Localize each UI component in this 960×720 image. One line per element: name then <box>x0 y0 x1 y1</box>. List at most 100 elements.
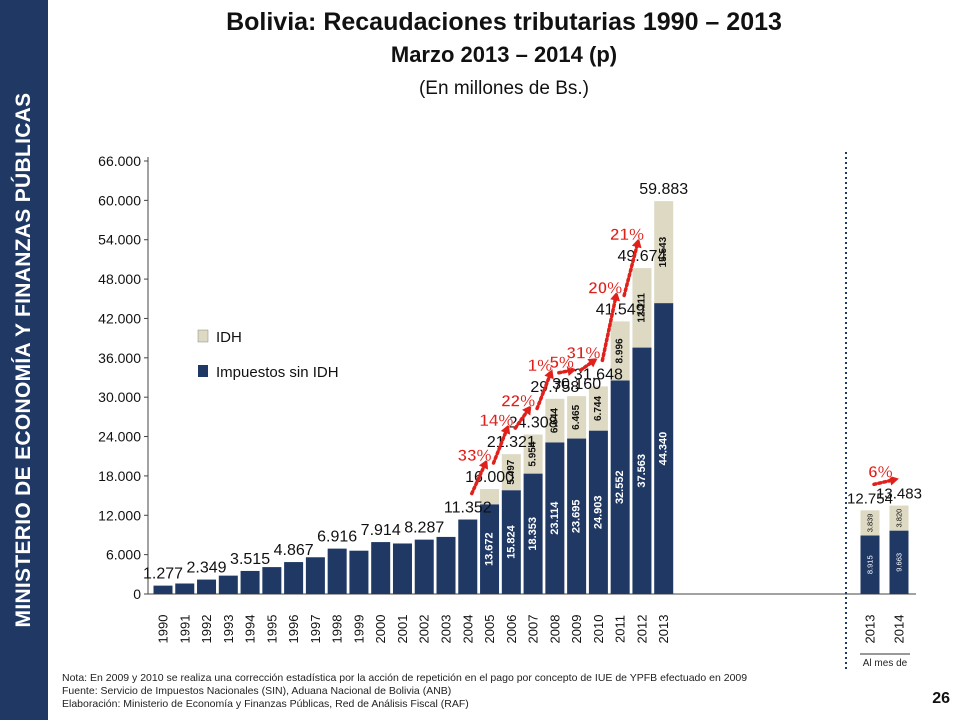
bar-value-label-idh: 12.111 <box>636 293 647 323</box>
bar-total-label: 1.277 <box>143 566 183 583</box>
growth-rate-label: 33% <box>458 446 492 465</box>
bar-impuestos <box>545 442 565 594</box>
growth-arrow-head <box>610 291 621 302</box>
bar-impuestos <box>860 535 880 594</box>
bar-impuestos <box>523 473 543 594</box>
x-tick-label: 2008 <box>547 615 562 644</box>
x-tick-label: 2003 <box>439 615 454 644</box>
bar-idh <box>480 489 500 505</box>
bar-idh <box>632 268 652 348</box>
x-tick-label: 1998 <box>330 615 345 644</box>
x-tick-label: 2009 <box>569 615 584 644</box>
bar-impuestos <box>414 539 434 594</box>
y-tick-label: 6.000 <box>106 547 141 563</box>
side-band-title: MINISTERIO DE ECONOMÍA Y FINANZAS PÚBLIC… <box>12 92 35 628</box>
growth-rate-label: 20% <box>588 278 622 297</box>
bar-value-label-idh: 6.465 <box>571 404 582 429</box>
bar-impuestos <box>305 557 325 594</box>
x-tick-label: 2000 <box>373 615 388 644</box>
bar-idh <box>889 505 909 531</box>
growth-rate-label: 31% <box>566 343 600 362</box>
y-tick-label: 0 <box>133 586 141 602</box>
bar-value-label-idh: 6.744 <box>593 396 604 421</box>
footnotes: Nota: En 2009 y 2010 se realiza una corr… <box>62 672 747 711</box>
bar-value-label-impuestos: 15.824 <box>505 524 517 559</box>
bar-impuestos <box>610 380 630 594</box>
growth-arrow-line <box>600 293 618 363</box>
y-tick-label: 12.000 <box>98 507 141 523</box>
bar-value-label-impuestos: 8.915 <box>866 555 875 574</box>
growth-rate-label: 6% <box>868 463 893 482</box>
bar-value-label-idh: 5.497 <box>506 459 517 484</box>
footnote-prepared-by: Elaboración: Ministerio de Economía y Fi… <box>62 698 469 710</box>
bar-value-label-impuestos: 18.353 <box>527 517 539 551</box>
growth-rate-label: 14% <box>479 411 513 430</box>
bar-total-label: 4.867 <box>274 542 314 559</box>
y-tick-label: 24.000 <box>98 429 141 445</box>
x-tick-label: 2014 <box>892 615 907 644</box>
bar-total-label: 31.648 <box>574 366 623 383</box>
legend-swatch-idh <box>197 329 209 343</box>
y-tick-label: 30.000 <box>98 389 141 405</box>
x-tick-label: 1993 <box>221 615 236 644</box>
y-tick-label: 60.000 <box>98 192 141 208</box>
bar-total-label: 13.483 <box>876 486 922 503</box>
growth-arrow-line <box>535 371 553 411</box>
bar-idh <box>860 510 880 536</box>
bar-impuestos <box>480 504 500 594</box>
bar-total-label: 3.515 <box>230 551 270 568</box>
x-tick-label: 1992 <box>199 615 214 644</box>
y-tick-label: 18.000 <box>98 468 141 484</box>
x-tick-label: 1990 <box>156 615 171 644</box>
bar-impuestos <box>567 438 587 594</box>
x-tick-label: 1994 <box>243 615 258 644</box>
growth-rate-label: 22% <box>501 392 535 411</box>
bar-impuestos <box>262 567 282 594</box>
page-title: Bolivia: Recaudaciones tributarias 1990 … <box>226 8 782 36</box>
bar-total-label: 7.914 <box>361 522 401 539</box>
page-subtitle: Marzo 2013 – 2014 (p) <box>390 42 618 67</box>
legend-label-impuestos: Impuestos sin IDH <box>216 364 339 381</box>
bar-impuestos <box>436 536 456 594</box>
growth-arrow-line <box>491 426 510 465</box>
y-tick-label: 36.000 <box>98 350 141 366</box>
bar-total-label: 16.000 <box>465 469 514 486</box>
bar-total-label: 21.321 <box>487 434 536 451</box>
bar-impuestos <box>218 575 238 594</box>
x-tick-label: 2011 <box>613 615 628 643</box>
page-number: 26 <box>932 690 950 707</box>
bar-impuestos <box>889 530 909 594</box>
bar-impuestos <box>392 543 412 594</box>
bar-value-label-impuestos: 23.114 <box>549 501 561 535</box>
bar-value-label-impuestos: 9.663 <box>895 553 904 572</box>
x-tick-label: 2006 <box>504 615 519 644</box>
bar-idh <box>523 434 543 474</box>
x-tick-label: 1999 <box>351 615 366 644</box>
x-tick-label: 1995 <box>264 615 279 644</box>
x-tick-label: 1991 <box>177 615 192 644</box>
bar-value-label-idh: 3.839 <box>866 514 875 533</box>
growth-arrow-head <box>587 358 598 368</box>
growth-rate-label: 1% <box>528 356 553 375</box>
growth-arrow-head <box>889 475 899 486</box>
x-tick-label: 1996 <box>286 615 301 644</box>
x-tick-label: 2001 <box>395 615 410 644</box>
bar-impuestos <box>153 585 173 594</box>
bar-idh <box>610 321 630 381</box>
x-tick-label: 2013 <box>656 615 671 644</box>
growth-arrow-head <box>544 369 554 380</box>
growth-arrow-head <box>566 366 577 376</box>
x-tick-label: 2007 <box>526 615 541 644</box>
bar-value-label-idh: 6.644 <box>549 408 560 433</box>
bar-total-label: 59.883 <box>639 181 688 198</box>
bar-idh <box>654 201 674 304</box>
y-tick-label: 54.000 <box>98 232 141 248</box>
period-note: Al mes de <box>863 658 908 669</box>
growth-arrow-line <box>622 240 640 298</box>
growth-arrow-head <box>522 405 532 416</box>
bar-impuestos <box>458 519 478 594</box>
y-tick-label: 48.000 <box>98 271 141 287</box>
growth-arrow-head <box>631 238 642 249</box>
x-tick-label: 2004 <box>460 615 475 644</box>
bar-value-label-idh: 5.954 <box>528 441 539 466</box>
